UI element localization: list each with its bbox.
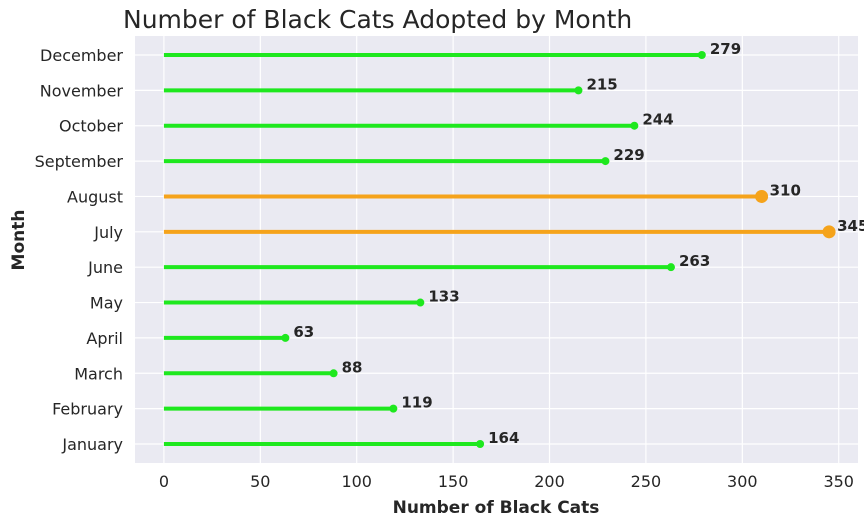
x-axis-label: Number of Black Cats [393,498,600,518]
data-label-june: 263 [679,252,710,270]
dot-february [389,404,398,413]
data-labels: 164 119 88 63 133 263 345 310 229 244 215 279 [293,40,864,447]
dot-march [329,369,338,378]
x-tick-0: 0 [159,472,169,491]
data-label-october: 244 [642,111,673,129]
chart-title: Number of Black Cats Adopted by Month [123,5,632,34]
data-label-july: 345 [837,217,864,235]
y-tick-august: August [67,187,123,206]
y-tick-october: October [59,117,123,136]
x-tick-250: 250 [631,472,662,491]
data-label-january: 164 [488,429,519,447]
y-tick-july: July [93,223,123,242]
dot-january [476,440,485,448]
dot-october [630,121,639,130]
x-tick-100: 100 [341,472,372,491]
y-tick-november: November [40,81,124,100]
x-tick-300: 300 [727,472,758,491]
data-label-april: 63 [293,323,314,341]
lollipop-stems [163,53,830,446]
data-label-november: 215 [586,75,617,93]
data-label-february: 119 [401,394,432,412]
data-label-march: 88 [342,358,363,376]
lollipop-dots [281,51,836,448]
y-tick-september: September [35,152,124,171]
dot-november [574,86,583,95]
y-axis-label: Month [9,210,29,271]
dot-may [416,298,425,307]
dot-august [755,189,769,203]
dot-june [666,263,675,272]
x-tick-50: 50 [250,472,270,491]
y-tick-june: June [87,258,123,277]
plot-area [135,36,858,463]
x-tick-350: 350 [823,472,854,491]
y-tick-april: April [86,329,123,348]
x-tick-150: 150 [438,472,469,491]
data-label-august: 310 [770,181,801,199]
dot-april [281,333,290,342]
data-label-may: 133 [428,288,459,306]
dot-december [697,51,706,59]
x-tick-200: 200 [534,472,565,491]
y-tick-december: December [40,46,123,65]
x-tick-labels: 0 50 100 150 200 250 300 350 [159,472,854,491]
data-label-september: 229 [613,146,644,164]
data-label-december: 279 [710,40,741,58]
dot-july [822,225,836,239]
y-tick-may: May [90,294,123,313]
y-tick-january: January [61,435,123,454]
y-tick-march: March [74,364,123,383]
dot-september [601,157,610,166]
y-tick-labels: January February March April May June July Augu… [35,46,124,454]
y-tick-february: February [52,400,123,419]
